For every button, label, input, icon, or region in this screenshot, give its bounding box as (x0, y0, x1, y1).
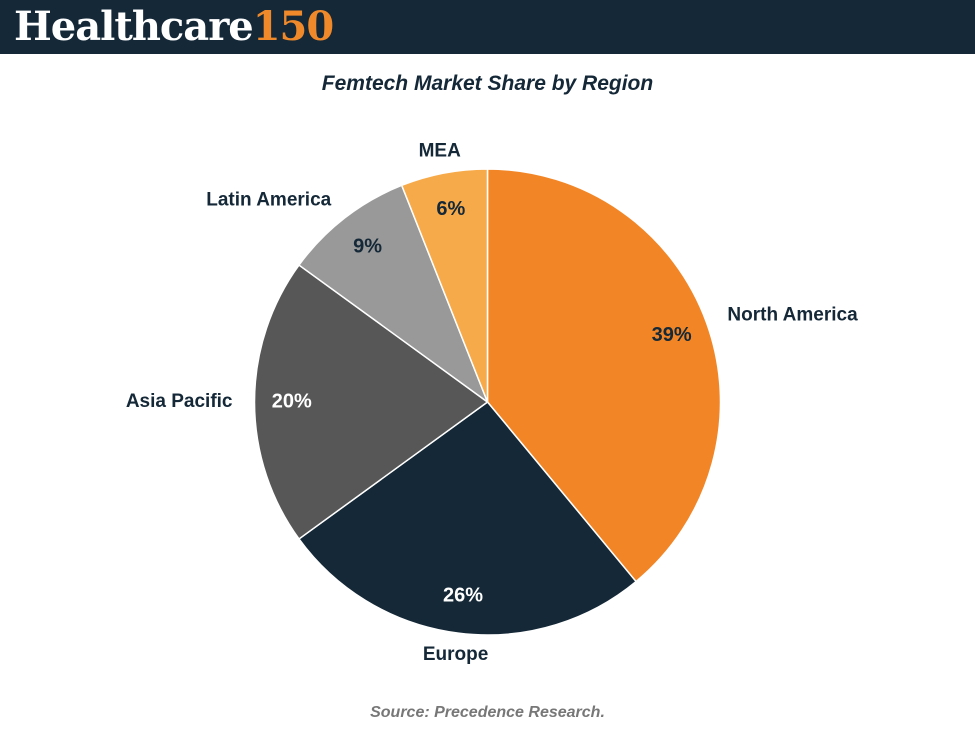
value-label-europe: 26% (443, 584, 483, 606)
logo-word: Healthcare (14, 3, 254, 50)
value-label-mea: 6% (436, 198, 465, 220)
value-label-latin-america: 9% (353, 236, 382, 258)
healthcare150-logo[interactable]: Healthcare150 (14, 2, 334, 52)
pie-slice-north-america[interactable] (486, 168, 722, 583)
category-label-mea: MEA (419, 141, 462, 162)
header-bar: Healthcare150 (0, 0, 975, 54)
pie-slice-latin-america[interactable] (297, 184, 490, 405)
value-label-north-america: 39% (652, 324, 692, 346)
value-label-asia-pacific: 20% (272, 390, 312, 412)
pie-slice-mea[interactable] (400, 168, 489, 403)
source-note: Source: Precedence Research. (370, 704, 605, 721)
pie-slice-europe[interactable] (297, 400, 638, 636)
chart-title: Femtech Market Share by Region (321, 72, 654, 95)
category-label-latin-america: Latin America (206, 190, 331, 211)
pie-slice-asia-pacific[interactable] (253, 263, 489, 541)
category-label-north-america: North America (727, 305, 858, 326)
category-label-europe: Europe (423, 644, 488, 665)
category-label-asia-pacific: Asia Pacific (126, 391, 233, 412)
logo-number: 150 (252, 3, 334, 50)
